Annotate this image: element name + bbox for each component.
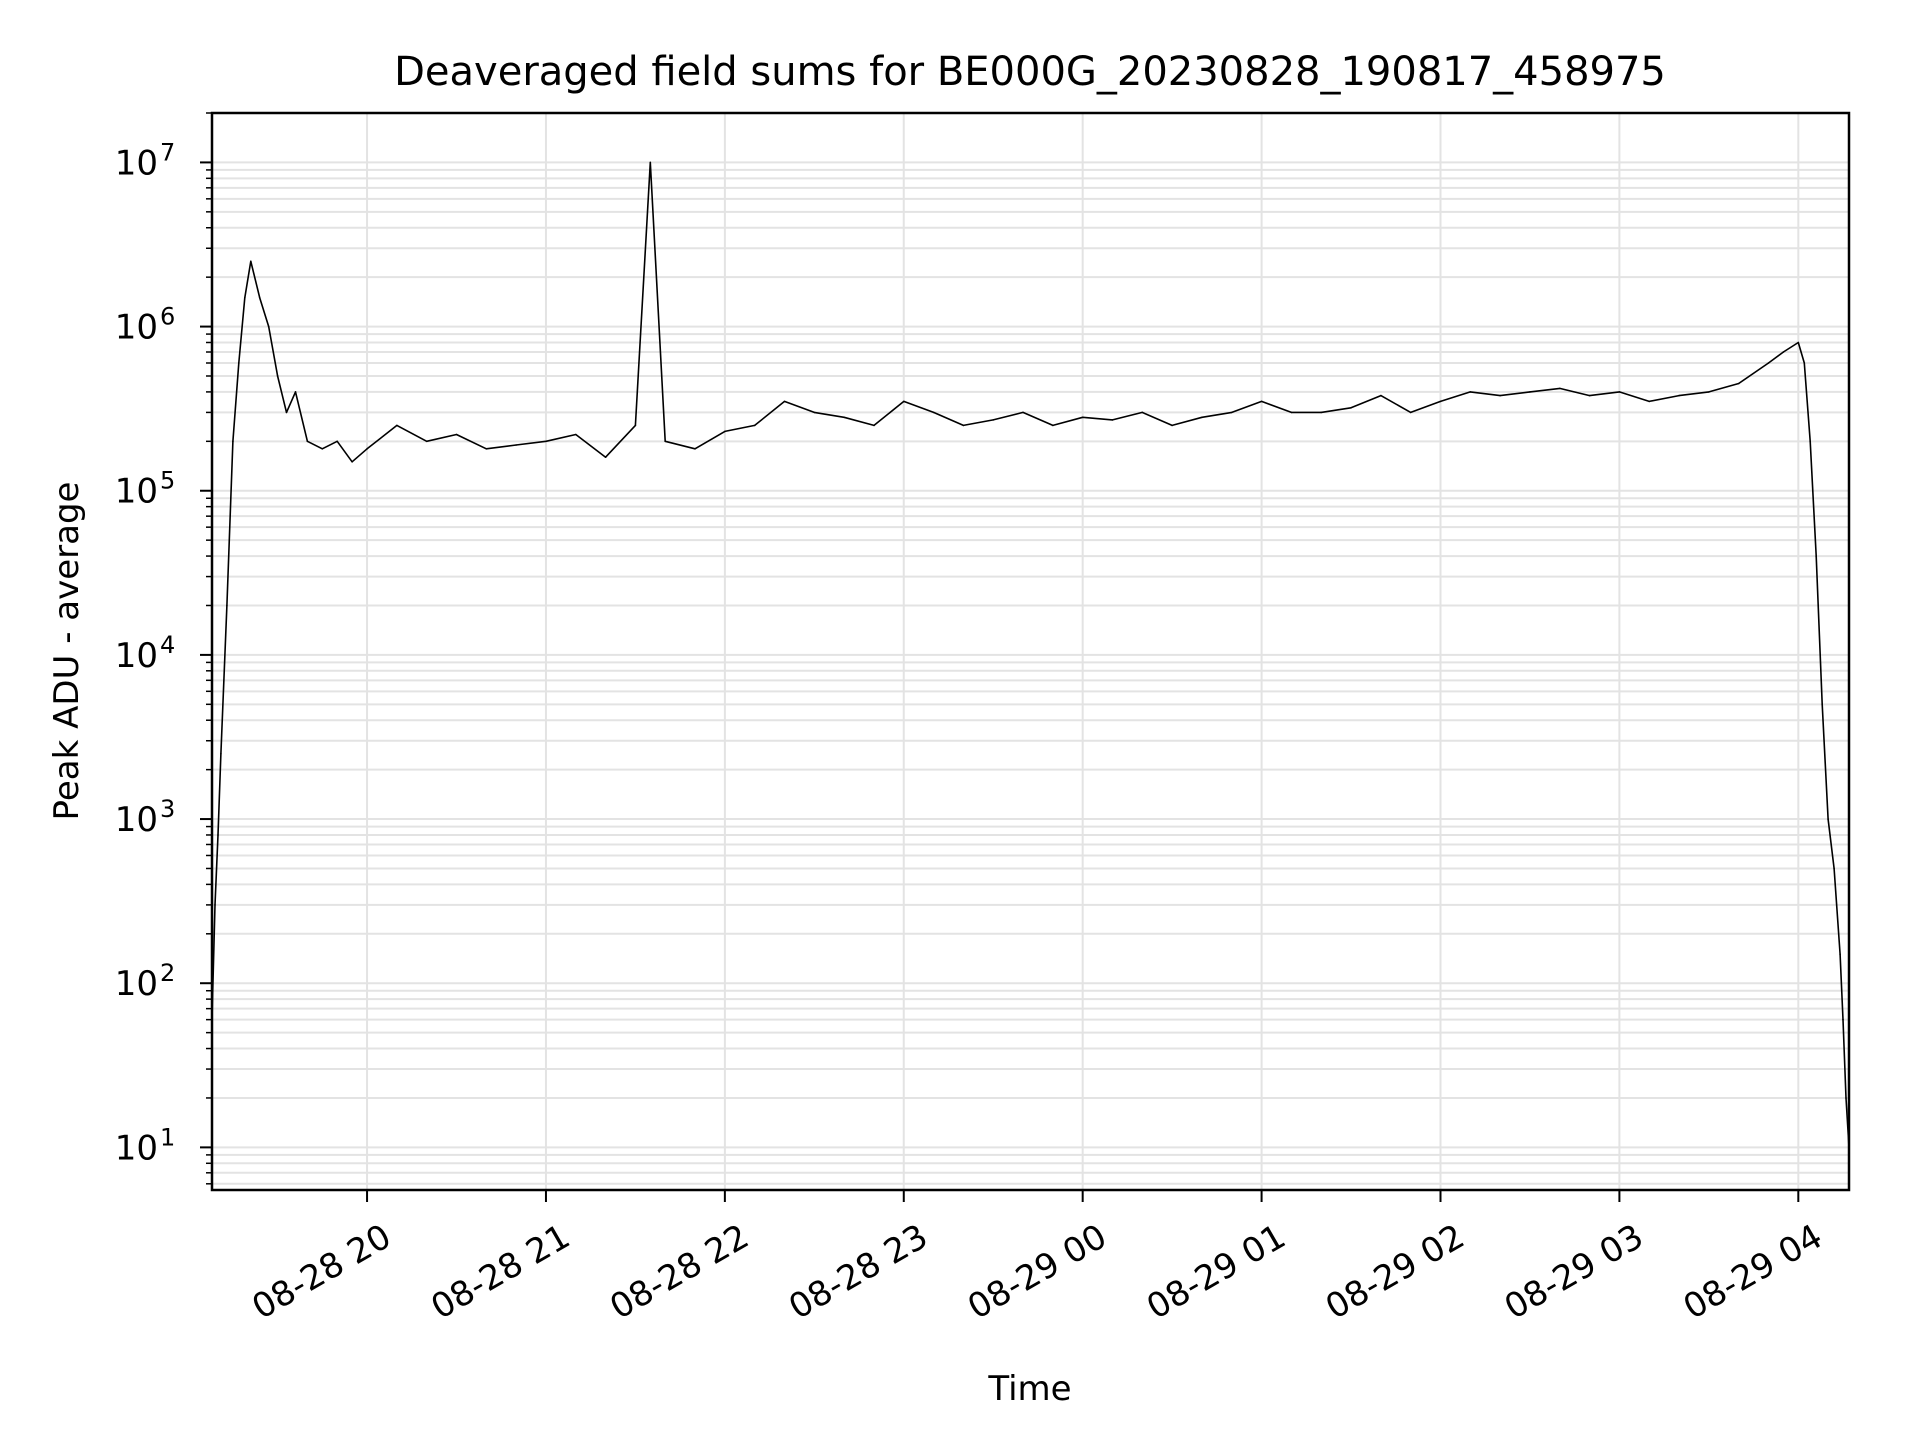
series-point	[1767, 362, 1770, 364]
series-point	[294, 391, 297, 393]
series-point	[813, 411, 816, 414]
series-point	[220, 752, 222, 755]
series-point	[1081, 416, 1084, 419]
series-point	[1803, 362, 1806, 364]
series-point	[1231, 411, 1233, 414]
series-point	[321, 448, 324, 450]
series-point	[351, 461, 353, 463]
series-point	[694, 448, 696, 450]
series-point	[1529, 391, 1531, 393]
series-point	[1290, 411, 1293, 414]
series-point	[1678, 394, 1680, 397]
y-tick-label: 10	[115, 800, 158, 840]
series-point	[962, 424, 965, 427]
series-point	[1618, 391, 1621, 393]
series-point	[1201, 416, 1203, 419]
series-point	[1588, 394, 1591, 397]
grid-layer	[212, 112, 1849, 1190]
series-point	[515, 444, 517, 446]
series-point	[1809, 440, 1811, 443]
y-tick-label: 10	[115, 472, 158, 512]
series-point	[1839, 953, 1841, 956]
series-point	[843, 416, 845, 419]
y-axis-label: Peak ADU - average	[47, 482, 87, 821]
series-point	[604, 456, 607, 459]
x-axis-label: Time	[987, 1369, 1071, 1409]
series-point	[306, 440, 309, 443]
y-tick-exponent: 5	[160, 467, 175, 495]
series-point	[336, 440, 339, 443]
series-point	[783, 400, 786, 403]
series-point	[425, 440, 428, 443]
y-tick-label: 10	[115, 636, 158, 676]
plot-frame	[210, 111, 1851, 1192]
series-point	[366, 448, 368, 450]
series-point	[1815, 555, 1817, 557]
series-point	[1499, 394, 1501, 397]
series-point	[903, 400, 905, 403]
y-tick-label: 10	[115, 964, 158, 1004]
series-point	[1052, 424, 1054, 427]
series-point	[1559, 387, 1561, 390]
series-point	[1171, 424, 1173, 427]
series-point	[649, 161, 652, 164]
series-point	[285, 411, 288, 414]
series-point	[1648, 400, 1650, 403]
series-point	[1439, 400, 1442, 403]
y-tick-exponent: 3	[160, 795, 175, 823]
series-point	[214, 904, 216, 906]
series-point	[634, 424, 637, 427]
series-point	[1827, 818, 1829, 820]
y-tick-label: 10	[115, 1128, 158, 1168]
series-point	[217, 834, 219, 836]
chart-title: Deaveraged field sums for BE000G_2023082…	[394, 49, 1666, 95]
y-tick-exponent: 4	[160, 631, 175, 659]
series-point	[1469, 391, 1472, 393]
series-point	[250, 260, 252, 263]
series-point	[664, 440, 666, 443]
y-tick-label: 10	[115, 143, 158, 183]
series-point	[575, 433, 577, 436]
series-point	[1350, 407, 1352, 409]
series-point	[1845, 1097, 1847, 1099]
series-point	[992, 419, 994, 421]
series-point	[1380, 394, 1382, 397]
series-point	[724, 430, 726, 433]
plot-area	[211, 161, 1850, 1149]
series-point	[1797, 341, 1800, 344]
series-point	[226, 604, 228, 607]
series-point	[1782, 351, 1785, 353]
series-point	[1260, 400, 1263, 403]
series-point	[276, 375, 279, 377]
series-point	[396, 424, 398, 427]
series-point	[1141, 411, 1144, 414]
series-point	[455, 433, 458, 436]
series-point	[873, 424, 875, 427]
series-point	[244, 296, 246, 299]
y-tick-exponent: 6	[160, 303, 175, 331]
series-point	[1737, 382, 1740, 385]
series-point	[1821, 703, 1823, 706]
series-point	[1842, 1018, 1844, 1021]
series-point	[753, 424, 756, 427]
y-tick-exponent: 2	[160, 959, 175, 987]
y-tick-label: 10	[115, 308, 158, 348]
series-point	[1022, 411, 1024, 414]
series-point	[932, 411, 935, 414]
y-tick-exponent: 1	[160, 1123, 175, 1151]
series-point	[1409, 411, 1412, 414]
series-point	[545, 440, 547, 443]
series-point	[238, 362, 240, 364]
series-point	[267, 325, 270, 328]
series-point	[232, 440, 234, 443]
series-point	[1833, 867, 1835, 870]
series-point	[485, 448, 488, 450]
series-point	[1708, 391, 1710, 393]
series-point	[258, 296, 261, 299]
series-point	[1320, 411, 1322, 414]
y-tick-exponent: 7	[160, 138, 175, 166]
series-point	[1111, 419, 1114, 421]
